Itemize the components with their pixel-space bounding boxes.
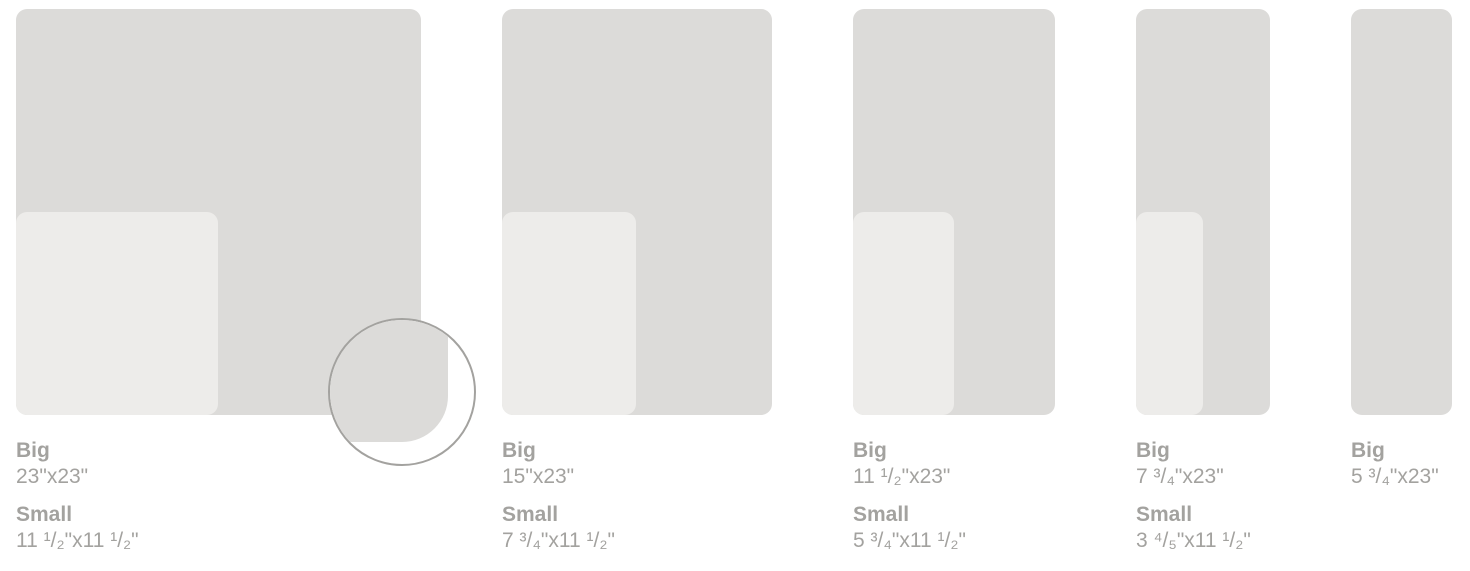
small-size-panel bbox=[502, 212, 636, 415]
big-label: Big bbox=[1351, 439, 1385, 462]
small-size-panel bbox=[853, 212, 954, 415]
big-dimensions: 23"x23" bbox=[16, 465, 89, 488]
small-dimensions: 3 ⁴/₅"x11 ¹/₂" bbox=[1136, 529, 1251, 552]
big-label: Big bbox=[853, 439, 887, 462]
size-labels: Big 11 ¹/₂"x23" Small 5 ³/₄"x11 ¹/₂" bbox=[853, 438, 966, 566]
big-label: Big bbox=[1136, 439, 1170, 462]
small-label: Small bbox=[853, 503, 910, 526]
small-dimensions: 7 ³/₄"x11 ¹/₂" bbox=[502, 529, 615, 552]
big-label: Big bbox=[16, 439, 50, 462]
size-labels: Big 15"x23" Small 7 ³/₄"x11 ¹/₂" bbox=[502, 438, 615, 566]
size-labels: Big 23"x23" Small 11 ¹/₂"x11 ¹/₂" bbox=[16, 438, 139, 566]
small-label: Small bbox=[502, 503, 559, 526]
small-label: Small bbox=[16, 503, 73, 526]
small-dimensions: 11 ¹/₂"x11 ¹/₂" bbox=[16, 529, 139, 552]
small-label: Small bbox=[1136, 503, 1193, 526]
small-size-panel bbox=[1136, 212, 1203, 415]
big-dimensions: 7 ³/₄"x23" bbox=[1136, 465, 1224, 488]
big-dimensions: 5 ³/₄"x23" bbox=[1351, 465, 1439, 488]
big-dimensions: 15"x23" bbox=[502, 465, 575, 488]
corner-magnifier bbox=[328, 318, 476, 466]
small-size-panel bbox=[16, 212, 218, 415]
big-size-panel bbox=[1351, 9, 1452, 415]
size-labels: Big 5 ³/₄"x23" bbox=[1351, 438, 1439, 502]
magnified-rounded-corner bbox=[330, 320, 448, 442]
big-dimensions: 11 ¹/₂"x23" bbox=[853, 465, 951, 488]
small-dimensions: 5 ³/₄"x11 ¹/₂" bbox=[853, 529, 966, 552]
big-label: Big bbox=[502, 439, 536, 462]
size-labels: Big 7 ³/₄"x23" Small 3 ⁴/₅"x11 ¹/₂" bbox=[1136, 438, 1251, 566]
